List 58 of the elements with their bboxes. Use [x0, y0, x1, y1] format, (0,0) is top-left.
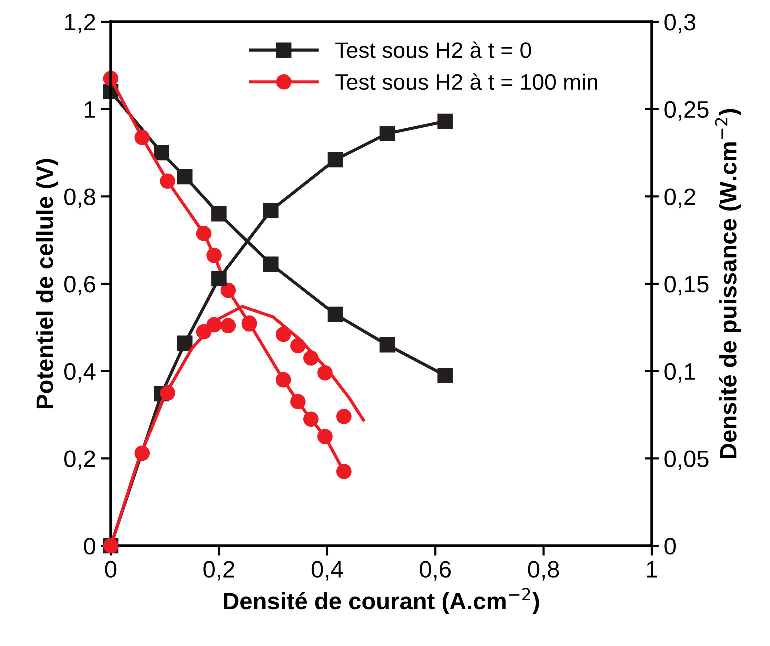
- point: [438, 368, 453, 384]
- point: [336, 409, 352, 424]
- y2-tick-label: 0,25: [664, 101, 709, 121]
- y-axis-title: Potentiel de cellule (V): [36, 159, 58, 408]
- x-tick-label: 0: [105, 561, 117, 578]
- point: [328, 152, 344, 168]
- legend-label: Test sous H2 à t = 100 min: [336, 74, 598, 90]
- point: [263, 256, 279, 272]
- y-tick-label: 0: [84, 538, 96, 555]
- point: [290, 338, 306, 354]
- x-tick-label: 0,8: [528, 561, 560, 581]
- y-tick-label: 1,2: [65, 14, 96, 34]
- y2-tick-label: 0,1: [664, 363, 696, 383]
- point: [438, 114, 453, 130]
- point: [380, 126, 396, 142]
- point: [160, 174, 176, 190]
- point: [290, 394, 306, 410]
- point: [134, 130, 150, 146]
- point: [220, 282, 236, 298]
- x-tick-label: 1: [647, 561, 658, 578]
- y2-tick-label: 0: [664, 538, 676, 555]
- point: [380, 337, 396, 353]
- point: [177, 169, 193, 185]
- x-tick-label: 0,4: [312, 561, 344, 581]
- point: [206, 317, 222, 333]
- y2-axis-title: Densité de puissance (W.cm$^{−2}$): [715, 109, 742, 458]
- point: [196, 226, 212, 242]
- y2-tick-label: 0,2: [664, 188, 696, 208]
- x-axis-title: Densité de courant (A.cm$^{−2}$): [224, 588, 540, 614]
- point: [328, 306, 344, 322]
- y2-tick-label: 0,15: [664, 276, 709, 296]
- x-tick-label: 0,6: [420, 561, 451, 581]
- point: [206, 248, 222, 264]
- y-tick-label: 0,4: [64, 363, 96, 383]
- legend-label: Test sous H2 à t = 0: [336, 42, 532, 58]
- x-tick-label: 0,2: [204, 561, 234, 581]
- point: [263, 203, 279, 218]
- point: [212, 206, 227, 222]
- y-tick-label: 0,8: [64, 188, 96, 208]
- point: [276, 372, 292, 388]
- point: [304, 350, 319, 366]
- point: [336, 464, 352, 480]
- point: [318, 429, 333, 444]
- point: [276, 327, 292, 342]
- point: [134, 446, 150, 462]
- y2-tick-label: 0,3: [664, 14, 696, 34]
- y-tick-label: 0,6: [64, 276, 96, 296]
- point: [154, 145, 170, 161]
- point: [318, 365, 333, 381]
- y-tick-label: 1: [85, 102, 96, 118]
- point: [304, 412, 319, 428]
- y-tick-label: 0,2: [64, 450, 96, 470]
- point: [160, 386, 176, 401]
- point: [196, 324, 212, 340]
- y2-tick-label: 0,05: [664, 450, 709, 470]
- point: [212, 271, 227, 286]
- point: [177, 336, 193, 352]
- point: [220, 318, 236, 334]
